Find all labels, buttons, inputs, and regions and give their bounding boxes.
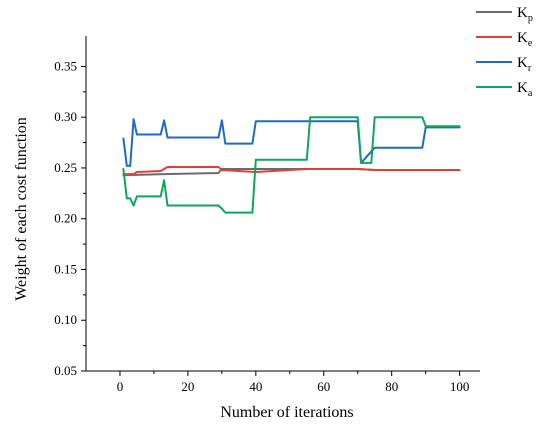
legend: Kp Ke Kr Ka: [476, 5, 533, 99]
series-layer: [122, 116, 461, 214]
x-tick-label: 60: [317, 379, 330, 394]
x-tick-label: 100: [450, 379, 470, 394]
series-line-ka: [122, 116, 461, 214]
x-tick-label: 20: [181, 379, 194, 394]
y-tick-label: 0.20: [54, 211, 77, 226]
y-tick-label: 0.35: [54, 58, 77, 73]
y-tick-label: 0.10: [54, 312, 77, 327]
axes: 0 20 40 60 80 100 0.05 0.10 0.15 0.20 0.25 0.30 0.35: [54, 36, 480, 394]
legend-label-ka: Ka: [517, 80, 533, 99]
x-axis-title: Number of iterations: [220, 404, 353, 421]
y-tick-label: 0.30: [54, 109, 77, 124]
y-axis-title: Weight of each cost function: [13, 117, 30, 301]
y-tick-label: 0.15: [54, 261, 77, 276]
x-tick-label: 0: [117, 379, 124, 394]
y-tick-label: 0.25: [54, 160, 77, 175]
series-line-ke: [122, 166, 461, 176]
y-tick-label: 0.05: [54, 363, 77, 378]
x-tick-label: 40: [249, 379, 262, 394]
legend-label-kr: Kr: [517, 55, 532, 74]
legend-label-ke: Ke: [517, 30, 533, 49]
x-tick-label: 80: [385, 379, 398, 394]
legend-label-kp: Kp: [517, 5, 533, 24]
